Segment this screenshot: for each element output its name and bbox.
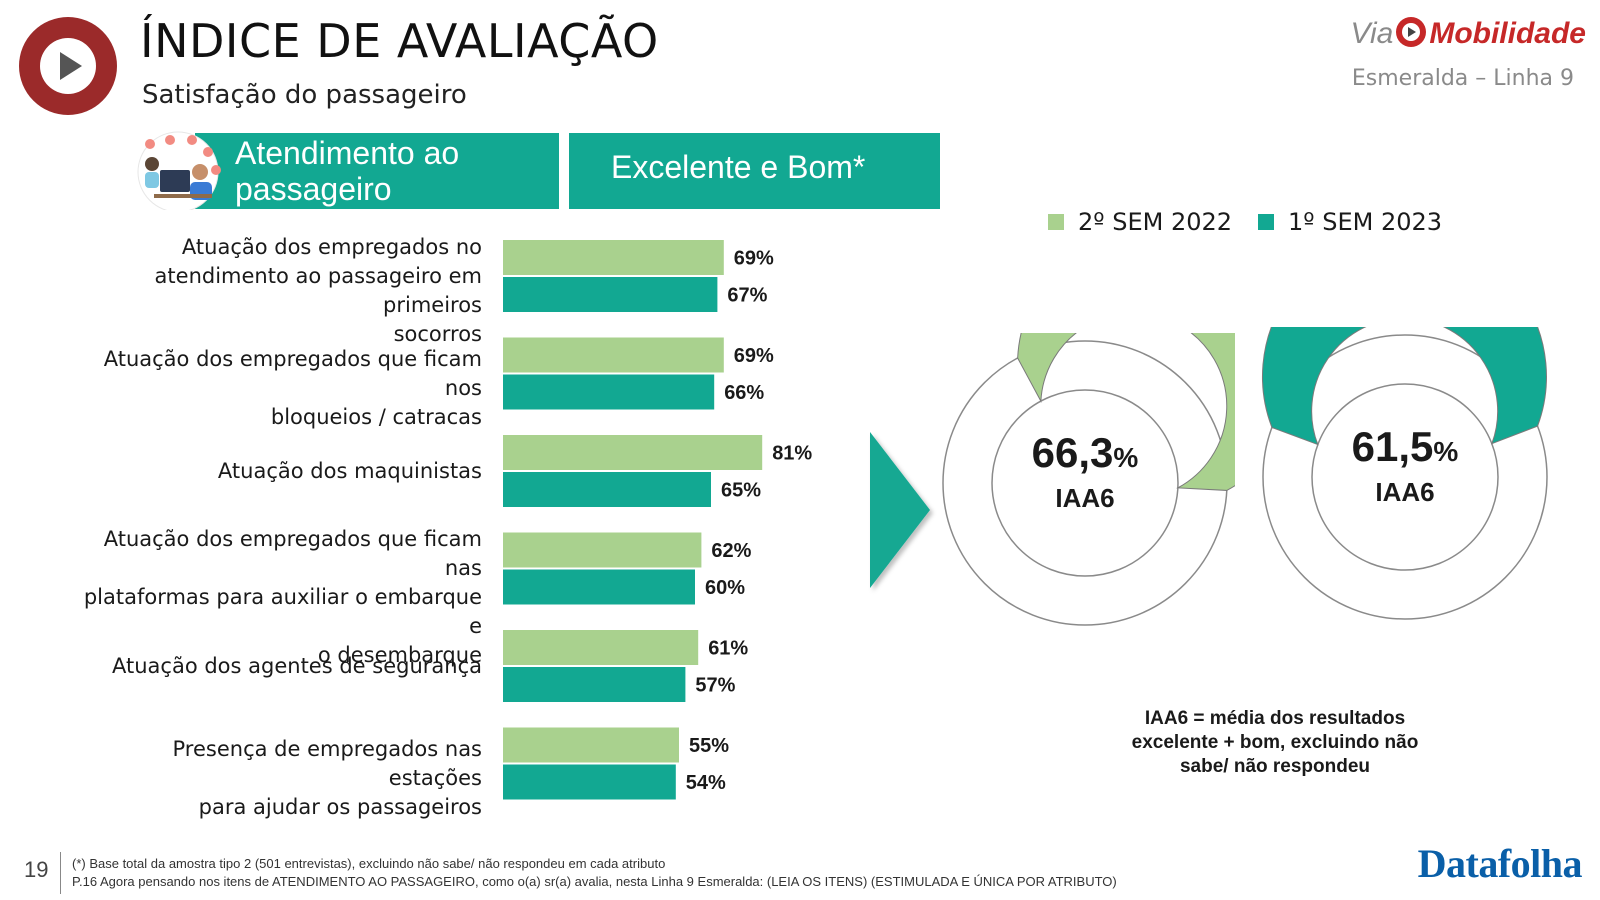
brand-logo: Via Mobilidade Esmeralda – Linha 9 xyxy=(1306,14,1586,94)
category-label: Atuação dos maquinistas xyxy=(217,458,482,483)
section-banner-label: Atendimento ao passageiro xyxy=(235,135,460,207)
bar-value-2022: 55% xyxy=(689,735,729,757)
bar-2022 xyxy=(503,630,699,665)
legend-swatch-2023 xyxy=(1258,214,1274,230)
bar-value-2022: 61% xyxy=(708,638,748,660)
bar-value-2023: 54% xyxy=(686,772,726,794)
footnote-question: P.16 Agora pensando nos itens de ATENDIM… xyxy=(72,874,1117,889)
bar-2022 xyxy=(503,727,679,763)
donut-track-2022 xyxy=(942,340,1228,626)
bar-2022 xyxy=(503,240,724,275)
legend-swatch-2022 xyxy=(1048,214,1064,230)
donut-value-2022: 66,3% xyxy=(935,429,1235,477)
donut-label-2022: IAA6 xyxy=(1055,483,1115,513)
datafolha-logo: Datafolha xyxy=(1417,841,1583,886)
iaa6-note: IAA6 = média dos resultados excelente + … xyxy=(1131,708,1419,777)
arrow-right-icon xyxy=(870,432,930,588)
customer-service-icon xyxy=(137,131,221,210)
logo-via-text: Via xyxy=(1350,17,1394,50)
logo-line-text: Esmeralda – Linha 9 xyxy=(1351,66,1574,91)
category-label: Atuação dos empregados que ficam nos blo… xyxy=(103,346,482,429)
legend-item-2023: 1º SEM 2023 xyxy=(1258,208,1442,236)
bar-value-2023: 67% xyxy=(727,285,767,307)
bar-2023 xyxy=(503,472,711,507)
legend-item-2022: 2º SEM 2022 xyxy=(1048,208,1232,236)
page-title: ÍNDICE DE AVALIAÇÃO xyxy=(140,14,659,68)
bar-value-2022: 69% xyxy=(734,345,774,367)
donut-number-2023: 61,5 xyxy=(1351,423,1434,470)
bar-value-2022: 69% xyxy=(734,248,774,270)
bar-chart: 69% 67% 69% 66% 81% 65% 62% 60% 61% 57% 55% 54% xyxy=(503,240,812,800)
donut-chart-2022: 66,3% IAA6 xyxy=(935,222,1302,633)
bar-2023 xyxy=(503,667,686,702)
bar-value-2023: 57% xyxy=(695,675,735,697)
footer-divider xyxy=(60,852,61,894)
metric-banner-label: Excelente e Bom* xyxy=(611,149,866,185)
logo-mobilidade-text: Mobilidade xyxy=(1429,17,1586,50)
logo-play-icon xyxy=(1396,17,1427,47)
bar-2023 xyxy=(503,277,718,312)
donut-label-2023: IAA6 xyxy=(1375,477,1435,507)
donut-chart-2023: 61,5% IAA6 xyxy=(1255,234,1555,627)
bar-2023 xyxy=(503,569,695,605)
donut-value-2023: 61,5% xyxy=(1255,423,1555,471)
bar-2022 xyxy=(503,435,763,470)
bar-2022 xyxy=(503,337,724,373)
section-banner: Atendimento ao passageiro xyxy=(195,133,559,209)
bar-value-2022: 81% xyxy=(772,443,812,465)
category-label: Atuação dos agentes de segurança xyxy=(112,653,482,678)
bar-2023 xyxy=(503,374,715,410)
page-number: 19 xyxy=(24,857,49,882)
bar-value-2023: 65% xyxy=(721,480,761,502)
donut-number-2022: 66,3 xyxy=(1031,429,1114,476)
category-label: Presença de empregados nas estações para… xyxy=(172,736,482,819)
bar-2023 xyxy=(503,764,676,800)
play-badge-icon xyxy=(19,17,117,115)
category-label: Atuação dos empregados que ficam nas pla… xyxy=(83,527,482,667)
metric-banner: Excelente e Bom* xyxy=(569,133,940,209)
bar-2022 xyxy=(503,532,702,568)
bar-value-2023: 60% xyxy=(705,577,745,599)
bar-value-2023: 66% xyxy=(724,382,764,404)
category-label: Atuação dos empregados no atendimento ao… xyxy=(154,234,482,346)
footnote-base: (*) Base total da amostra tipo 2 (501 en… xyxy=(72,856,666,871)
footnote: (*) Base total da amostra tipo 2 (501 en… xyxy=(72,855,1117,891)
donut-track-2023 xyxy=(1262,334,1548,620)
bar-value-2022: 62% xyxy=(711,540,751,562)
donut-unit-2022: % xyxy=(1113,442,1139,473)
donut-unit-2023: % xyxy=(1433,436,1459,467)
legend-label-2022: 2º SEM 2022 xyxy=(1078,208,1233,236)
legend-label-2023: 1º SEM 2023 xyxy=(1288,208,1443,236)
page-subtitle: Satisfação do passageiro xyxy=(142,80,467,110)
